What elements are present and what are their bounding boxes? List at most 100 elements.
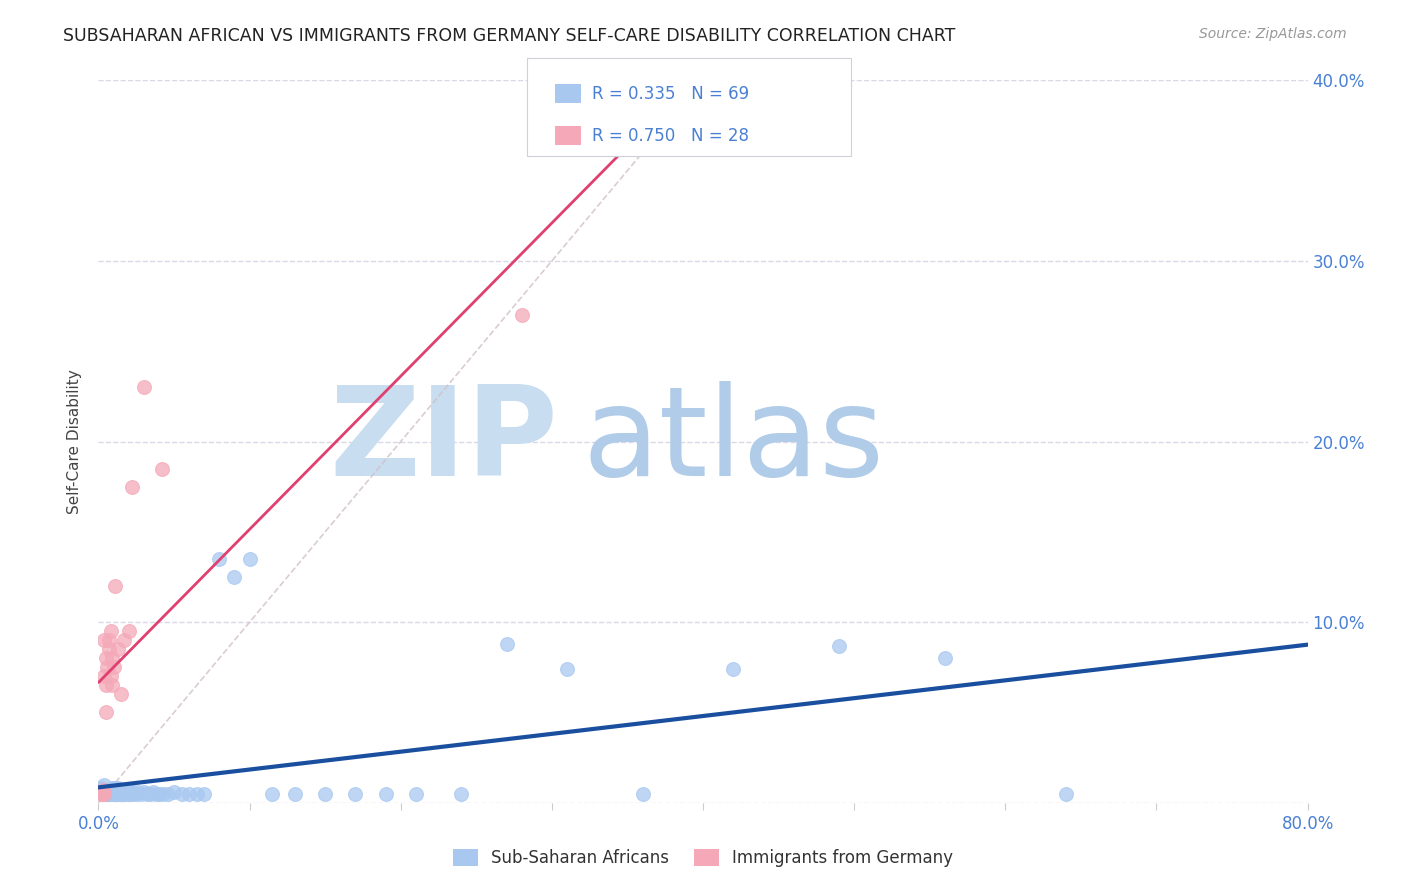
Text: SUBSAHARAN AFRICAN VS IMMIGRANTS FROM GERMANY SELF-CARE DISABILITY CORRELATION C: SUBSAHARAN AFRICAN VS IMMIGRANTS FROM GE… [63,27,956,45]
Point [135,787,157,801]
Point [105,787,128,801]
Point [103,787,125,801]
Point [91,787,114,801]
Point [94,678,117,692]
Point [90,787,112,801]
Point [104,787,127,801]
Point [142,785,165,799]
Point [112,633,135,648]
Point [132,380,155,394]
Point [94,787,117,801]
Point [139,787,162,801]
Point [108,787,131,801]
Point [93,778,115,792]
Point [125,787,148,801]
Point [101,787,124,801]
Point [100,787,122,801]
Point [112,785,135,799]
Point [100,624,122,639]
Point [148,787,170,801]
Legend: Sub-Saharan Africans, Immigrants from Germany: Sub-Saharan Africans, Immigrants from Ge… [446,842,960,874]
Point [94,783,117,797]
Point [208,552,231,566]
Text: R = 0.750   N = 28: R = 0.750 N = 28 [592,127,749,145]
Point [118,787,141,801]
Point [93,669,115,683]
Point [91,783,114,797]
Point [110,687,132,701]
Text: atlas: atlas [582,381,884,502]
Point [262,787,284,801]
Point [121,787,143,801]
Point [118,624,141,639]
Point [121,480,143,494]
Point [145,787,167,801]
Point [91,787,114,801]
Point [186,787,208,801]
Point [450,787,472,801]
Point [374,787,396,801]
Text: Source: ZipAtlas.com: Source: ZipAtlas.com [1199,27,1347,41]
Text: R = 0.335   N = 69: R = 0.335 N = 69 [592,85,749,103]
Point [100,785,122,799]
Point [828,639,851,653]
Point [152,787,174,801]
Point [107,642,129,657]
Point [98,787,121,801]
Point [90,781,112,796]
Point [934,651,956,665]
Point [120,785,142,799]
Point [96,787,118,801]
Point [114,787,136,801]
Point [104,783,127,797]
Point [170,787,193,801]
Point [103,781,125,796]
Point [129,787,152,801]
Point [179,787,201,801]
Point [193,787,215,801]
Point [723,662,745,676]
Point [495,637,517,651]
Point [101,781,124,796]
Point [122,785,145,799]
Y-axis label: Self-Care Disability: Self-Care Disability [67,369,83,514]
Point [110,783,132,797]
Point [127,785,149,799]
Point [239,552,262,566]
Point [93,787,115,801]
Point [90,785,112,799]
Text: ZIP: ZIP [329,381,558,502]
Point [1054,787,1077,801]
Point [107,787,129,801]
Point [94,706,117,720]
Point [101,651,124,665]
Point [98,633,121,648]
Point [224,570,246,584]
Point [111,787,134,801]
Point [96,785,118,799]
Point [100,669,122,683]
Point [103,660,125,674]
Point [156,787,179,801]
Point [98,642,121,657]
Point [510,308,533,322]
Point [163,785,186,799]
Point [107,781,129,796]
Point [94,651,117,665]
Point [631,787,654,801]
Point [115,785,138,799]
Point [104,579,127,593]
Point [98,783,121,797]
Point [93,787,115,801]
Point [94,787,117,801]
Point [344,787,367,801]
Point [103,785,125,799]
Point [110,787,132,801]
Point [555,662,578,676]
Point [132,785,155,799]
Point [91,783,114,797]
Point [96,660,118,674]
Point [150,461,173,475]
Point [405,787,427,801]
Point [93,633,115,648]
